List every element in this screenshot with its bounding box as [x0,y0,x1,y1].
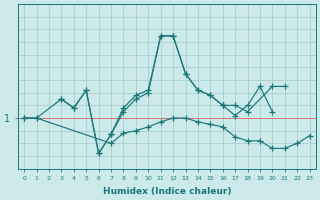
X-axis label: Humidex (Indice chaleur): Humidex (Indice chaleur) [103,187,231,196]
